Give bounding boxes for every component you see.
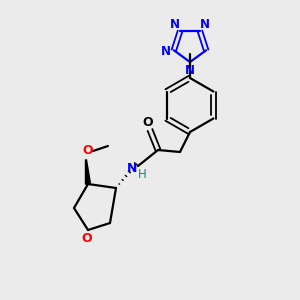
Text: H: H: [138, 167, 146, 181]
Polygon shape: [85, 160, 91, 184]
Text: O: O: [82, 232, 92, 244]
Text: O: O: [83, 145, 93, 158]
Text: N: N: [185, 64, 195, 76]
Text: N: N: [161, 45, 171, 58]
Text: O: O: [143, 116, 153, 128]
Text: N: N: [170, 18, 180, 31]
Text: N: N: [127, 161, 137, 175]
Text: N: N: [200, 18, 210, 31]
